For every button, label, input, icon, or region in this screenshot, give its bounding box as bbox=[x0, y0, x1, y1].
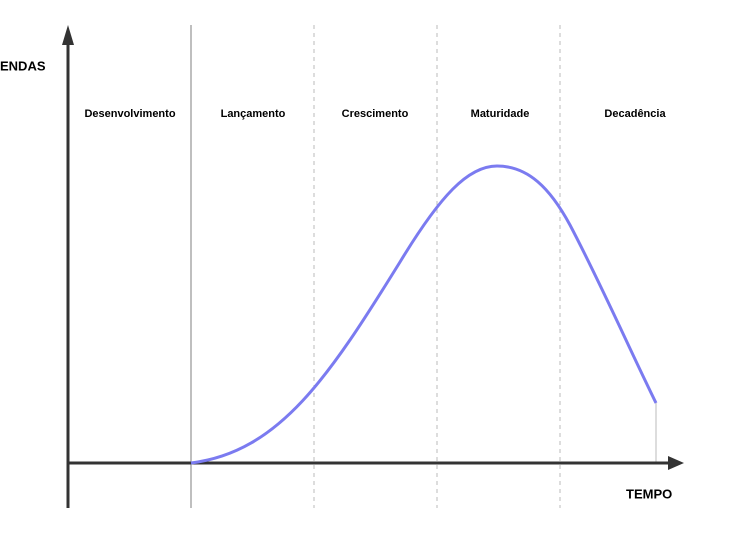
sales-curve bbox=[190, 164, 658, 465]
x-axis-label: TEMPO bbox=[626, 486, 672, 501]
stage-label: Maturidade bbox=[471, 108, 530, 120]
x-arrow bbox=[668, 456, 684, 470]
stage-label: Desenvolvimento bbox=[84, 108, 175, 120]
stage-label: Crescimento bbox=[342, 108, 409, 120]
y-axis-label: ENDAS bbox=[0, 58, 46, 73]
stage-label: Decadência bbox=[604, 108, 666, 120]
stage-label: Lançamento bbox=[221, 108, 286, 120]
y-arrow bbox=[62, 25, 74, 45]
